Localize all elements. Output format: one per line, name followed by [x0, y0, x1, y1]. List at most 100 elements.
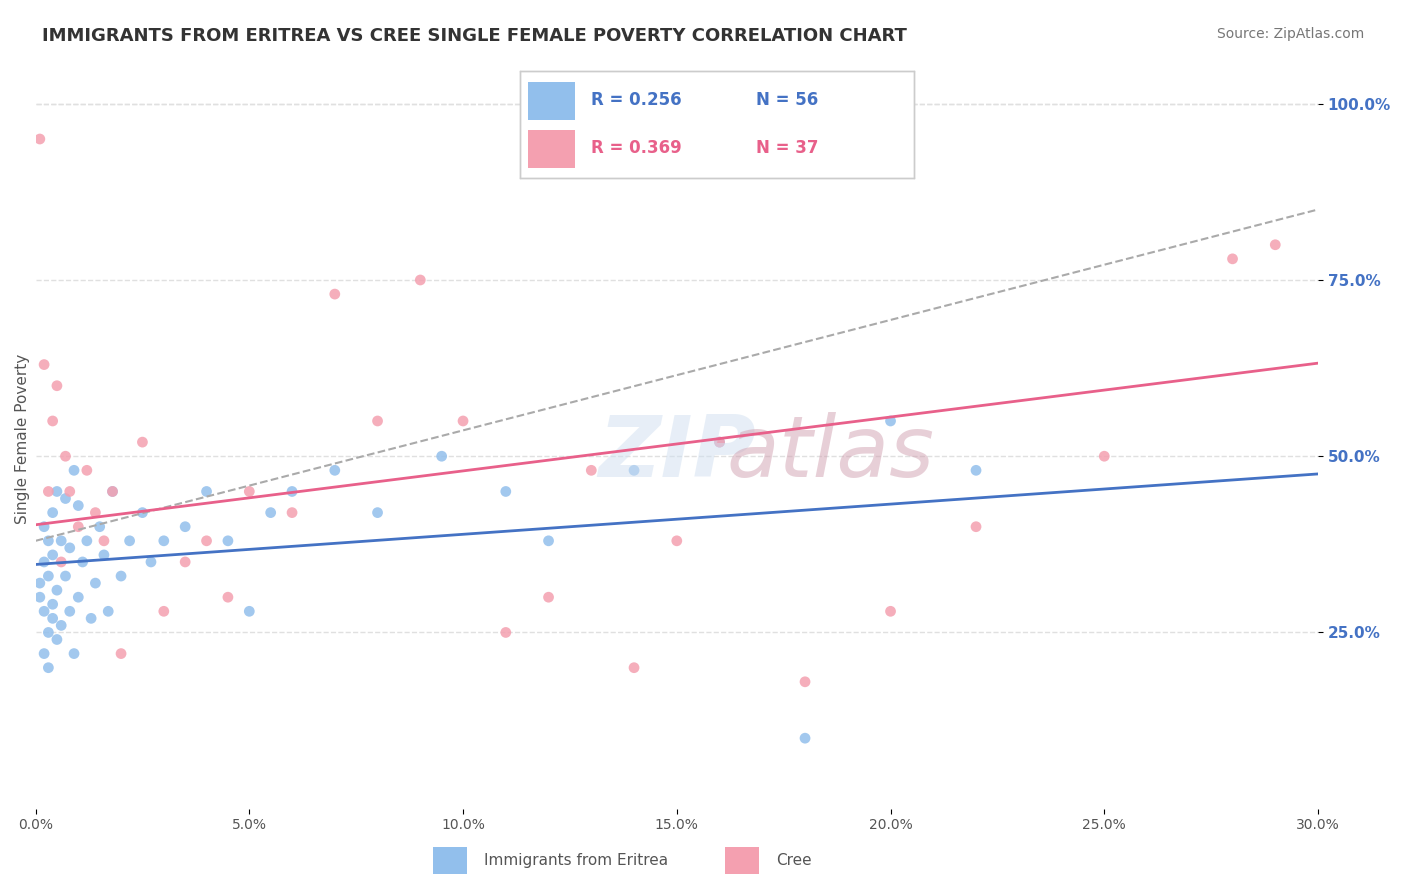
Immigrants from Eritrea [37, 625, 59, 640]
Text: R = 0.256: R = 0.256 [591, 91, 682, 109]
Immigrants from Eritrea [174, 519, 197, 533]
Immigrants from Eritrea [879, 414, 901, 428]
Cree [59, 484, 82, 499]
Text: atlas: atlas [727, 412, 935, 495]
Cree [37, 484, 59, 499]
Cree [28, 132, 51, 146]
Cree [409, 273, 432, 287]
Immigrants from Eritrea [28, 591, 51, 605]
Cree [195, 533, 218, 548]
Immigrants from Eritrea [965, 463, 987, 477]
Cree [709, 435, 731, 450]
Cree [879, 604, 901, 618]
Immigrants from Eritrea [260, 506, 283, 520]
Immigrants from Eritrea [139, 555, 162, 569]
Immigrants from Eritrea [45, 632, 67, 647]
Immigrants from Eritrea [37, 569, 59, 583]
Immigrants from Eritrea [195, 484, 218, 499]
Cree [537, 591, 560, 605]
Immigrants from Eritrea [238, 604, 260, 618]
Immigrants from Eritrea [67, 591, 90, 605]
Cree [32, 358, 55, 372]
Cree [67, 519, 90, 533]
Immigrants from Eritrea [430, 449, 453, 463]
Immigrants from Eritrea [59, 541, 82, 555]
Immigrants from Eritrea [72, 555, 94, 569]
Cree [794, 674, 817, 689]
Immigrants from Eritrea [217, 533, 239, 548]
Immigrants from Eritrea [51, 533, 73, 548]
Cree [367, 414, 389, 428]
Cree [84, 506, 107, 520]
Immigrants from Eritrea [153, 533, 176, 548]
Cree [76, 463, 98, 477]
Text: Source: ZipAtlas.com: Source: ZipAtlas.com [1216, 27, 1364, 41]
Y-axis label: Single Female Poverty: Single Female Poverty [15, 353, 30, 524]
Immigrants from Eritrea [41, 548, 63, 562]
Immigrants from Eritrea [55, 569, 77, 583]
Immigrants from Eritrea [32, 555, 55, 569]
Immigrants from Eritrea [323, 463, 346, 477]
Immigrants from Eritrea [93, 548, 115, 562]
Immigrants from Eritrea [131, 506, 153, 520]
Text: IMMIGRANTS FROM ERITREA VS CREE SINGLE FEMALE POVERTY CORRELATION CHART: IMMIGRANTS FROM ERITREA VS CREE SINGLE F… [42, 27, 907, 45]
Immigrants from Eritrea [97, 604, 120, 618]
Cree [1222, 252, 1244, 266]
Text: Immigrants from Eritrea: Immigrants from Eritrea [484, 854, 668, 868]
Immigrants from Eritrea [794, 731, 817, 746]
Immigrants from Eritrea [55, 491, 77, 506]
Immigrants from Eritrea [45, 583, 67, 598]
Immigrants from Eritrea [32, 647, 55, 661]
Text: ZIP: ZIP [598, 412, 755, 495]
Immigrants from Eritrea [28, 576, 51, 591]
Cree [965, 519, 987, 533]
Cree [174, 555, 197, 569]
Immigrants from Eritrea [76, 533, 98, 548]
Immigrants from Eritrea [367, 506, 389, 520]
Cree [153, 604, 176, 618]
Immigrants from Eritrea [37, 661, 59, 675]
Cree [93, 533, 115, 548]
Cree [281, 506, 304, 520]
Immigrants from Eritrea [41, 611, 63, 625]
Immigrants from Eritrea [63, 463, 86, 477]
Immigrants from Eritrea [67, 499, 90, 513]
Cree [110, 647, 132, 661]
Cree [581, 463, 603, 477]
Immigrants from Eritrea [281, 484, 304, 499]
Cree [623, 661, 645, 675]
Immigrants from Eritrea [537, 533, 560, 548]
Text: R = 0.369: R = 0.369 [591, 139, 682, 157]
Immigrants from Eritrea [41, 597, 63, 611]
Immigrants from Eritrea [63, 647, 86, 661]
Cree [495, 625, 517, 640]
Immigrants from Eritrea [32, 604, 55, 618]
Cree [1264, 237, 1286, 252]
Immigrants from Eritrea [51, 618, 73, 632]
Text: Cree: Cree [776, 854, 811, 868]
Immigrants from Eritrea [89, 519, 111, 533]
Text: N = 37: N = 37 [756, 139, 818, 157]
Immigrants from Eritrea [45, 484, 67, 499]
FancyBboxPatch shape [725, 847, 759, 874]
Cree [131, 435, 153, 450]
Cree [238, 484, 260, 499]
Immigrants from Eritrea [110, 569, 132, 583]
Cree [451, 414, 474, 428]
Cree [323, 287, 346, 301]
Immigrants from Eritrea [709, 435, 731, 450]
Immigrants from Eritrea [101, 484, 124, 499]
Immigrants from Eritrea [84, 576, 107, 591]
Text: N = 56: N = 56 [756, 91, 818, 109]
Immigrants from Eritrea [32, 519, 55, 533]
Immigrants from Eritrea [80, 611, 103, 625]
Cree [665, 533, 688, 548]
Immigrants from Eritrea [118, 533, 141, 548]
Cree [55, 449, 77, 463]
Cree [41, 414, 63, 428]
Cree [45, 378, 67, 392]
FancyBboxPatch shape [433, 847, 467, 874]
Immigrants from Eritrea [41, 506, 63, 520]
Cree [51, 555, 73, 569]
Immigrants from Eritrea [37, 533, 59, 548]
